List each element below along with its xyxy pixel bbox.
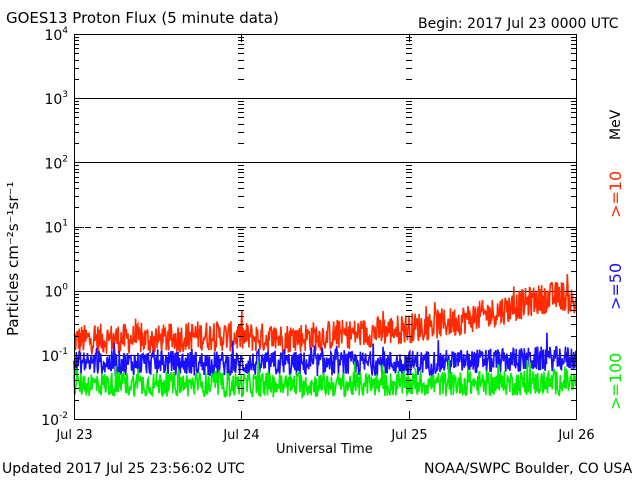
- begin-timestamp: Begin: 2017 Jul 23 0000 UTC: [418, 16, 619, 32]
- x-tick-label: Jul 23: [55, 428, 92, 443]
- chart-title: GOES13 Proton Flux (5 minute data): [6, 9, 279, 27]
- y-tick-label: 101: [44, 219, 68, 237]
- y-tick-label: 104: [44, 26, 68, 44]
- credit-text: NOAA/SWPC Boulder, CO USA: [424, 461, 633, 477]
- series-line-0: [73, 274, 577, 356]
- updated-timestamp: Updated 2017 Jul 25 23:56:02 UTC: [2, 461, 245, 477]
- legend-ge10: >=10: [606, 170, 625, 218]
- y-tick-label: 10-2: [41, 411, 68, 429]
- x-axis-label: Universal Time: [276, 442, 373, 457]
- y-tick-label: 102: [44, 154, 68, 172]
- x-tick-label: Jul 26: [557, 428, 594, 443]
- legend-unit-mev: MeV: [608, 109, 624, 140]
- series-line-2: [73, 359, 577, 400]
- y-tick-label: 100: [44, 283, 68, 301]
- legend-ge50: >=50: [606, 262, 625, 310]
- y-axis-label: Particles cm⁻²s⁻¹sr⁻¹: [4, 181, 22, 336]
- legend-ge100: >=100: [606, 352, 625, 410]
- y-tick-label: 10-1: [41, 347, 68, 365]
- series-line-1: [73, 332, 577, 378]
- x-tick-label: Jul 25: [390, 428, 427, 443]
- x-tick-label: Jul 24: [222, 428, 259, 443]
- y-tick-label: 103: [44, 90, 68, 108]
